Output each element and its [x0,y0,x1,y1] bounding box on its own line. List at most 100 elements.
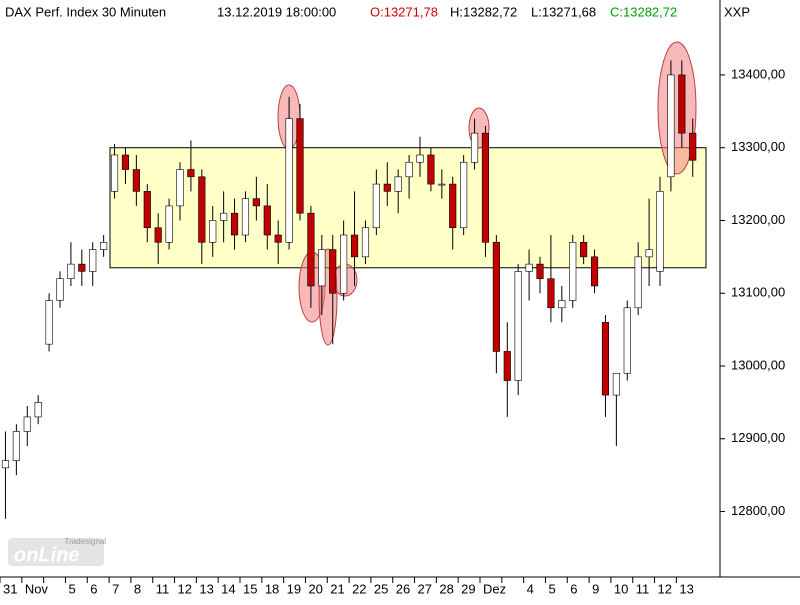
candle-body [56,278,64,301]
x-tick-label: 13 [679,581,693,596]
x-tick-label: 18 [265,581,279,596]
watermark: Tradesignal onLine [8,537,106,566]
candle-body [143,191,151,229]
x-tick-label: 11 [156,581,170,596]
candle-body [416,154,424,163]
candle-body [89,249,97,272]
y-tick-label: 13100,00 [731,285,785,300]
x-tick-label: 11 [636,581,650,596]
candle-body [350,234,359,258]
x-tick-label: 6 [570,581,577,596]
candle-body [329,249,337,294]
x-tick-label: 21 [330,581,344,596]
candle-body [503,351,511,381]
watermark-brand: Tradesignal [64,537,106,546]
candle-body [634,256,642,309]
candle-body [165,205,173,243]
candle-body [438,183,446,186]
x-tick-label: 28 [439,581,453,596]
y-tick-label: 13300,00 [731,139,785,154]
x-tick-label: 7 [112,581,119,596]
candle-body [383,183,391,192]
candle-body [296,118,304,214]
candle-body [285,118,293,243]
candle-body [67,263,75,279]
candle-body [176,169,184,207]
candle-body [689,132,697,161]
candle-body [601,322,610,396]
y-tick-label: 12800,00 [731,503,785,518]
candle-body [394,176,402,192]
x-tick-label: 14 [221,581,235,596]
candle-body [274,234,282,243]
candle-body [514,271,522,381]
x-tick-label: 29 [461,581,475,596]
x-tick-label: 6 [90,581,97,596]
candle-body [427,154,435,185]
candle-body [547,278,555,309]
candle-body [110,154,119,192]
y-tick-label: 13400,00 [731,66,785,81]
low-value: L:13271,68 [531,4,596,19]
candle-body [1,460,10,469]
x-tick-label: 22 [352,581,366,596]
high-value: H:13282,72 [450,4,517,19]
candle-body [230,212,239,236]
candle-body [558,300,566,309]
y-tick-label: 13000,00 [731,357,785,372]
x-tick-label: 19 [287,581,301,596]
candle-body [569,241,577,301]
candle-body [623,307,631,374]
x-tick-label: 4 [527,581,534,596]
candle-body [12,431,20,461]
x-tick-label: 27 [418,581,432,596]
candle-body [590,256,599,287]
candle-body [318,249,326,287]
x-tick-label: 20 [308,581,322,596]
x-tick-label: 13 [199,581,213,596]
candle-body [307,212,315,287]
x-tick-label: 12 [658,581,672,596]
watermark-box [8,538,104,566]
candle-body [580,241,588,258]
candle-body [132,169,140,192]
x-tick-label: 15 [243,581,257,596]
x-tick-label: 31 [3,581,17,596]
x-tick-label: 9 [592,581,599,596]
candle-body [241,198,250,236]
x-tick-label: 25 [374,581,388,596]
candle-body [460,161,468,229]
candle-body [45,300,53,345]
candle-body [263,205,271,236]
candle-body [23,416,31,432]
candle-body [78,263,86,272]
x-tick-label: 5 [548,581,555,596]
x-tick-label: 5 [68,581,75,596]
candle-body [667,74,675,178]
candle-body [536,263,544,279]
x-tick-label: 12 [178,581,192,596]
timestamp: 13.12.2019 18:00:00 [217,4,336,19]
close-value: C:13282,72 [610,4,677,19]
candle-body [612,372,620,396]
candle-body [361,227,370,258]
candle-body [220,212,228,221]
open-value: O:13271,78 [370,4,438,19]
candle-body [470,132,479,163]
candle-body [34,402,42,418]
candle-body [525,263,533,272]
candle-body [187,169,195,178]
candle-body [198,176,206,243]
candle-body [492,241,500,352]
candle-body [405,161,413,178]
candle-body [678,74,686,134]
candle-body [252,198,260,207]
candle-body [449,183,457,229]
candle-body [645,249,653,258]
axis-label: XXP [724,4,750,19]
x-tick-label: Nov [25,581,49,596]
x-tick-label: 8 [134,581,141,596]
y-tick-label: 13200,00 [731,212,785,227]
instrument: DAX Perf. Index 30 Minuten [5,4,166,19]
